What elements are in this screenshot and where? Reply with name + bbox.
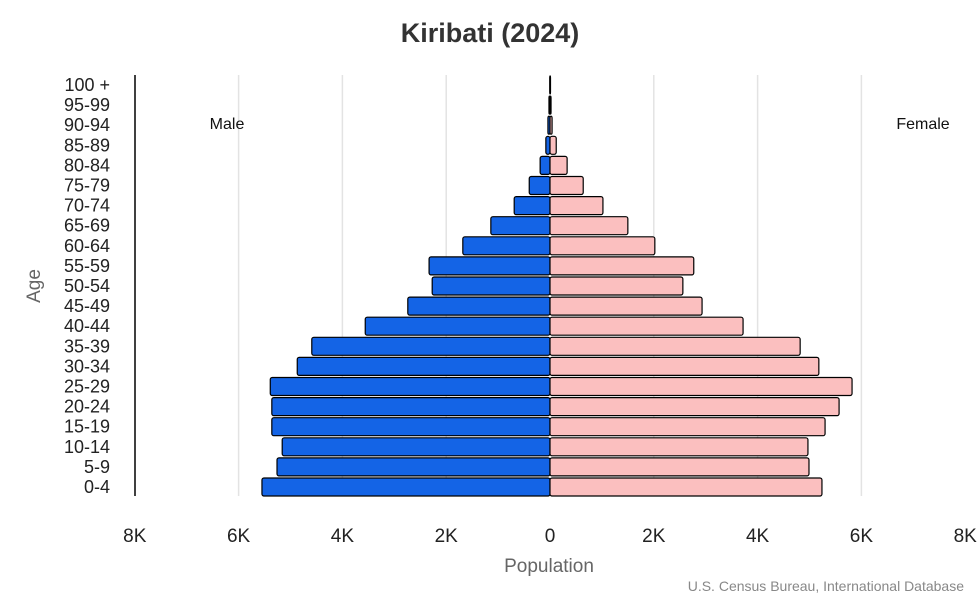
chart-title: Kiribati (2024) — [401, 18, 580, 48]
y-tick-label: 85-89 — [64, 135, 110, 155]
bar-female-55-59 — [549, 256, 695, 276]
bar-male-10-14 — [281, 437, 551, 457]
y-tick-label: 70-74 — [64, 196, 110, 216]
y-tick-label: 40-44 — [64, 316, 110, 336]
x-tick-label: 0 — [545, 526, 556, 547]
bar-male-80-84 — [539, 155, 551, 175]
bar-male-85-89 — [545, 135, 551, 155]
bar-male-45-49 — [407, 296, 551, 316]
y-tick-label: 10-14 — [64, 437, 110, 457]
bar-female-5-9 — [549, 457, 810, 477]
x-tick-label: 6K — [850, 526, 874, 547]
bar-female-90-94 — [549, 115, 553, 135]
x-tick-label: 8K — [123, 526, 147, 547]
x-tick-label: 6K — [227, 526, 251, 547]
legend-male: Male — [210, 116, 245, 133]
y-tick-label: 65-69 — [64, 216, 110, 236]
y-tick-label: 75-79 — [64, 176, 110, 196]
y-tick-label: 20-24 — [64, 397, 110, 417]
y-tick-label: 55-59 — [64, 256, 110, 276]
bar-male-65-69 — [490, 216, 551, 236]
y-tick-label: 30-34 — [64, 356, 110, 376]
bar-female-100 + — [549, 75, 552, 95]
source-note: U.S. Census Bureau, International Databa… — [688, 578, 964, 594]
bar-male-40-44 — [364, 316, 551, 336]
y-tick-label: 45-49 — [64, 296, 110, 316]
bar-female-25-29 — [549, 376, 853, 397]
bar-female-70-74 — [549, 196, 604, 216]
y-tick-label: 35-39 — [64, 336, 110, 356]
bar-female-50-54 — [549, 276, 684, 296]
y-tick-label: 15-19 — [64, 417, 110, 437]
bar-female-30-34 — [549, 356, 820, 376]
bar-female-75-79 — [549, 175, 584, 196]
y-tick-label: 80-84 — [64, 155, 110, 175]
x-tick-label: 4K — [331, 526, 355, 547]
bar-female-60-64 — [549, 236, 656, 256]
y-tick-label: 60-64 — [64, 236, 110, 256]
x-tick-label: 2K — [642, 526, 666, 547]
y-axis-label: Age — [24, 269, 45, 303]
legend-female: Female — [896, 116, 949, 133]
bar-female-45-49 — [549, 296, 703, 316]
bar-male-5-9 — [276, 457, 551, 477]
bar-male-60-64 — [462, 236, 551, 256]
bar-male-0-4 — [261, 477, 551, 497]
bar-male-30-34 — [296, 356, 551, 376]
x-axis-label: Population — [504, 556, 594, 577]
bar-female-35-39 — [549, 336, 801, 356]
bar-male-20-24 — [271, 397, 551, 417]
bar-male-25-29 — [269, 376, 551, 397]
y-tick-label: 95-99 — [64, 95, 110, 115]
bar-female-80-84 — [549, 155, 568, 175]
bar-male-75-79 — [528, 175, 551, 196]
bar-female-85-89 — [549, 135, 557, 155]
y-tick-label: 90-94 — [64, 115, 110, 135]
bar-female-0-4 — [549, 477, 823, 497]
x-tick-label: 2K — [435, 526, 459, 547]
y-tick-label: 5-9 — [84, 457, 110, 477]
bar-female-65-69 — [549, 216, 629, 236]
bar-male-70-74 — [513, 196, 551, 216]
bar-female-40-44 — [549, 316, 744, 336]
bar-male-50-54 — [431, 276, 551, 296]
bar-female-15-19 — [549, 417, 826, 437]
bar-female-95-99 — [549, 95, 552, 115]
y-tick-label: 0-4 — [84, 477, 110, 497]
bar-male-55-59 — [428, 256, 551, 276]
x-tick-label: 8K — [954, 526, 978, 547]
bar-female-10-14 — [549, 437, 809, 457]
y-tick-label: 100 + — [64, 75, 110, 95]
bar-female-20-24 — [549, 397, 840, 417]
y-tick-label: 25-29 — [64, 377, 110, 397]
x-tick-label: 4K — [746, 526, 770, 547]
bar-male-15-19 — [271, 417, 551, 437]
bar-male-35-39 — [311, 336, 551, 356]
y-tick-label: 50-54 — [64, 276, 110, 296]
